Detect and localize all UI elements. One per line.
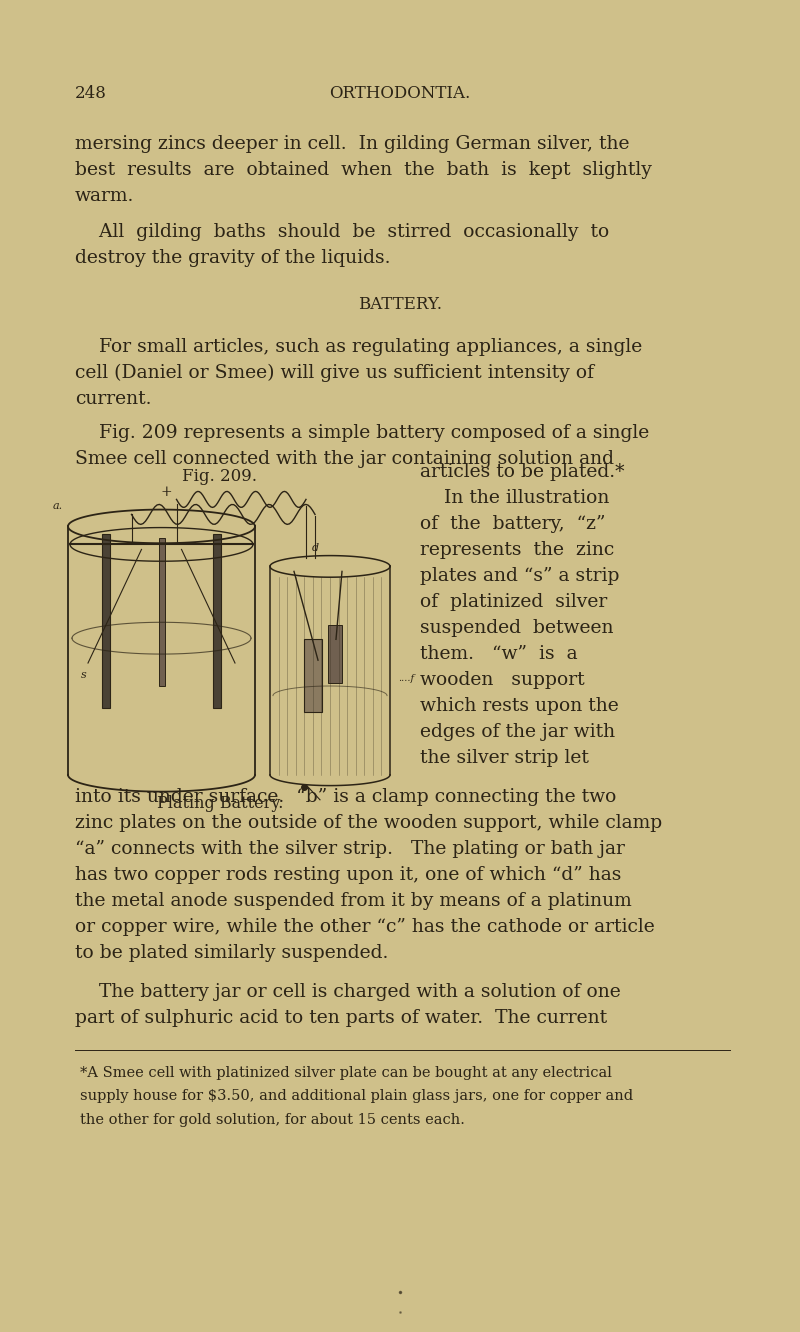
Text: In the illustration: In the illustration <box>420 489 610 506</box>
Text: *A Smee cell with platinized silver plate can be bought at any electrical: *A Smee cell with platinized silver plat… <box>80 1066 612 1080</box>
Text: “a” connects with the silver strip.   The plating or bath jar: “a” connects with the silver strip. The … <box>75 839 625 858</box>
Text: plates and “s” a strip: plates and “s” a strip <box>420 566 619 585</box>
Text: The battery jar or cell is charged with a solution of one: The battery jar or cell is charged with … <box>75 983 621 1000</box>
Text: the metal anode suspended from it by means of a platinum: the metal anode suspended from it by mea… <box>75 891 632 910</box>
Text: edges of the jar with: edges of the jar with <box>420 722 615 741</box>
Text: of  the  battery,  “z”: of the battery, “z” <box>420 514 606 533</box>
Text: BATTERY.: BATTERY. <box>358 296 442 313</box>
Text: them.   “w”  is  a: them. “w” is a <box>420 645 578 662</box>
Text: supply house for $3.50, and additional plain glass jars, one for copper and: supply house for $3.50, and additional p… <box>80 1090 633 1103</box>
Text: Fig. 209.: Fig. 209. <box>182 468 258 485</box>
Text: suspended  between: suspended between <box>420 618 614 637</box>
Text: warm.: warm. <box>75 186 134 205</box>
Text: Plating Battery.: Plating Battery. <box>157 795 283 811</box>
Text: 248: 248 <box>75 85 107 103</box>
Text: or copper wire, while the other “c” has the cathode or article: or copper wire, while the other “c” has … <box>75 918 654 935</box>
Text: current.: current. <box>75 390 151 408</box>
Text: zinc plates on the outside of the wooden support, while clamp: zinc plates on the outside of the wooden… <box>75 814 662 831</box>
Text: the other for gold solution, for about 15 cents each.: the other for gold solution, for about 1… <box>80 1112 465 1127</box>
Text: d: d <box>312 543 319 553</box>
Text: ORTHODONTIA.: ORTHODONTIA. <box>330 85 470 103</box>
Bar <box>214 534 222 709</box>
Text: Smee cell connected with the jar containing solution and: Smee cell connected with the jar contain… <box>75 450 614 468</box>
Bar <box>328 625 342 683</box>
Text: represents  the  zinc: represents the zinc <box>420 541 614 558</box>
Text: Fig. 209 represents a simple battery composed of a single: Fig. 209 represents a simple battery com… <box>75 424 650 442</box>
Text: the silver strip let: the silver strip let <box>420 749 589 767</box>
Text: which rests upon the: which rests upon the <box>420 697 618 714</box>
Text: best  results  are  obtained  when  the  bath  is  kept  slightly: best results are obtained when the bath … <box>75 161 652 178</box>
Bar <box>158 538 165 686</box>
Text: destroy the gravity of the liquids.: destroy the gravity of the liquids. <box>75 249 390 268</box>
Text: +: + <box>161 485 172 500</box>
Text: into its under surface.  “b” is a clamp connecting the two: into its under surface. “b” is a clamp c… <box>75 787 616 806</box>
Text: articles to be plated.*: articles to be plated.* <box>420 462 625 481</box>
Text: s: s <box>81 670 87 681</box>
Bar <box>304 639 322 713</box>
Text: For small articles, such as regulating appliances, a single: For small articles, such as regulating a… <box>75 338 642 356</box>
Text: wooden   support: wooden support <box>420 670 585 689</box>
Text: has two copper rods resting upon it, one of which “d” has: has two copper rods resting upon it, one… <box>75 866 622 883</box>
Bar <box>102 534 110 709</box>
Text: to be plated similarly suspended.: to be plated similarly suspended. <box>75 943 388 962</box>
Text: a.: a. <box>53 501 63 511</box>
Text: cell (Daniel or Smee) will give us sufficient intensity of: cell (Daniel or Smee) will give us suffi… <box>75 364 594 382</box>
Text: All  gilding  baths  should  be  stirred  occasionally  to: All gilding baths should be stirred occa… <box>75 224 610 241</box>
Text: ....f: ....f <box>398 674 414 683</box>
Text: mersing zincs deeper in cell.  In gilding German silver, the: mersing zincs deeper in cell. In gilding… <box>75 135 630 153</box>
Text: of  platinized  silver: of platinized silver <box>420 593 607 610</box>
Text: part of sulphuric acid to ten parts of water.  The current: part of sulphuric acid to ten parts of w… <box>75 1008 607 1027</box>
